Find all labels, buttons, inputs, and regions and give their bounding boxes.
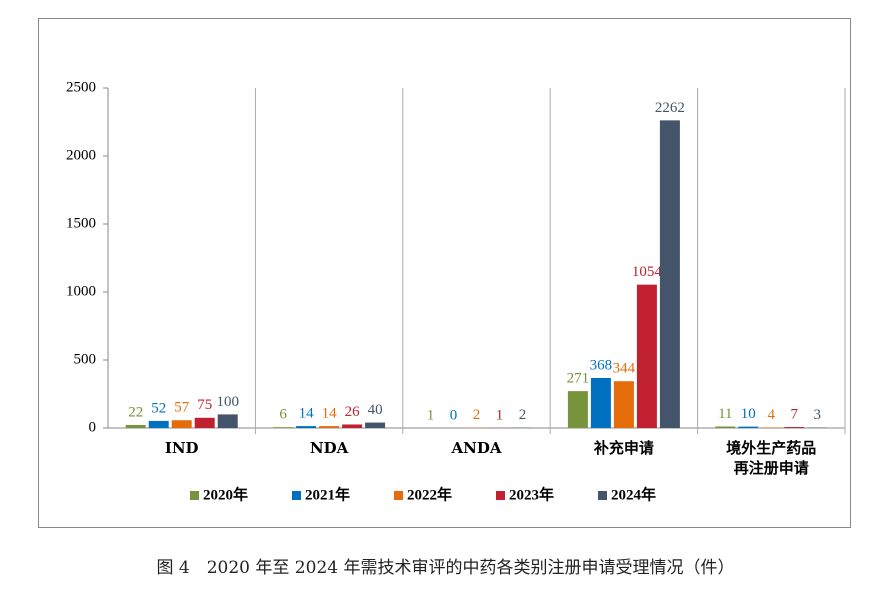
data-label: 52 bbox=[151, 400, 166, 416]
data-label: 368 bbox=[590, 357, 613, 373]
data-label: 271 bbox=[567, 371, 590, 387]
data-label: 2262 bbox=[655, 100, 685, 116]
data-label: 22 bbox=[128, 404, 143, 420]
chart-frame bbox=[38, 18, 851, 528]
bar bbox=[273, 427, 294, 428]
data-label: 40 bbox=[368, 402, 383, 418]
data-label: 2 bbox=[473, 407, 481, 423]
data-label: 100 bbox=[216, 394, 239, 410]
legend-label: 2021年 bbox=[305, 485, 350, 503]
bar bbox=[342, 424, 363, 428]
legend-swatch bbox=[292, 491, 301, 500]
legend-swatch bbox=[394, 491, 403, 500]
y-tick-label: 2500 bbox=[66, 79, 96, 95]
legend-label: 2020年 bbox=[203, 485, 248, 503]
bar bbox=[194, 417, 215, 428]
bar bbox=[659, 120, 680, 429]
legend-swatch bbox=[190, 491, 199, 500]
data-label: 14 bbox=[322, 406, 338, 422]
bar bbox=[590, 377, 611, 428]
data-label: 3 bbox=[814, 407, 822, 423]
data-label: 7 bbox=[791, 406, 799, 422]
bar bbox=[784, 427, 805, 428]
data-label: 1054 bbox=[632, 264, 663, 280]
bar bbox=[217, 414, 238, 428]
y-tick-label: 1500 bbox=[66, 215, 96, 231]
x-tick-label: 补充申请 bbox=[593, 439, 654, 457]
data-label: 14 bbox=[299, 406, 315, 422]
data-label: 2 bbox=[519, 407, 527, 423]
bar bbox=[148, 420, 169, 428]
bar bbox=[761, 427, 782, 428]
legend-label: 2022年 bbox=[407, 485, 452, 503]
y-tick-label: 2000 bbox=[66, 147, 96, 163]
bar bbox=[365, 422, 386, 428]
data-label: 1 bbox=[427, 407, 435, 423]
x-tick-label: IND bbox=[164, 439, 199, 457]
data-label: 75 bbox=[197, 397, 212, 413]
data-label: 57 bbox=[174, 400, 190, 416]
bar bbox=[738, 426, 759, 428]
caption: 图 4 2020 年至 2024 年需技术审评的中药各类别注册申请受理情况（件） bbox=[156, 558, 735, 578]
data-label: 0 bbox=[450, 407, 458, 423]
data-label: 10 bbox=[741, 406, 756, 422]
bar bbox=[567, 391, 588, 428]
data-label: 344 bbox=[613, 361, 636, 377]
y-tick-label: 0 bbox=[89, 419, 97, 435]
data-label: 4 bbox=[768, 407, 776, 423]
x-tick-label: 境外生产药品再注册申请 bbox=[726, 439, 817, 477]
bar bbox=[125, 425, 146, 428]
legend-swatch bbox=[598, 491, 607, 500]
legend-label: 2024年 bbox=[611, 485, 656, 503]
y-tick-label: 1000 bbox=[66, 283, 96, 299]
legend-swatch bbox=[496, 491, 505, 500]
data-label: 6 bbox=[279, 407, 287, 423]
bar bbox=[319, 426, 340, 428]
bar bbox=[613, 381, 634, 428]
x-tick-label: ANDA bbox=[451, 439, 502, 457]
bar bbox=[715, 426, 736, 428]
data-label: 11 bbox=[718, 406, 732, 422]
y-tick-label: 500 bbox=[74, 351, 97, 367]
bar bbox=[171, 420, 192, 428]
x-tick-label: NDA bbox=[309, 439, 349, 457]
legend-label: 2023年 bbox=[509, 485, 554, 503]
data-label: 1 bbox=[496, 407, 504, 423]
bar bbox=[296, 426, 317, 428]
data-label: 26 bbox=[345, 404, 361, 420]
bar bbox=[636, 284, 657, 428]
